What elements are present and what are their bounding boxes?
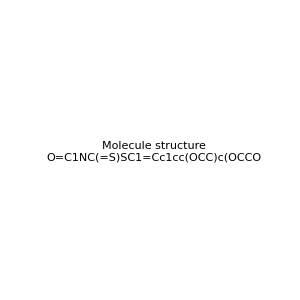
Text: Molecule structure
O=C1NC(=S)SC1=Cc1cc(OCC)c(OCCO: Molecule structure O=C1NC(=S)SC1=Cc1cc(O… [46,141,261,162]
